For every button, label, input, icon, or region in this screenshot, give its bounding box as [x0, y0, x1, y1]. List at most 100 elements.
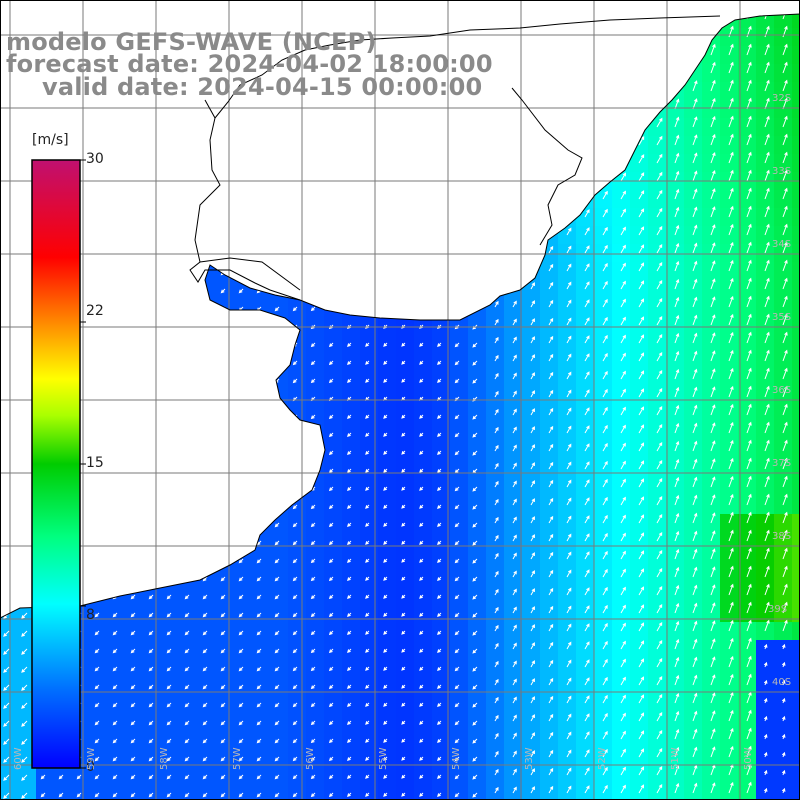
wind-arrow	[437, 198, 442, 203]
wind-arrow	[764, 511, 770, 524]
wind-cell	[504, 244, 523, 263]
wind-arrow	[130, 378, 136, 384]
wind-cell	[594, 262, 613, 281]
wind-cell	[108, 262, 127, 281]
wind-arrow	[220, 468, 226, 474]
wind-cell	[198, 352, 217, 371]
wind-arrow	[728, 169, 734, 182]
wind-cell	[666, 676, 685, 695]
wind-arrow	[401, 450, 406, 455]
wind-cell	[360, 532, 379, 551]
wind-cell	[270, 712, 289, 731]
wind-arrow	[3, 288, 10, 295]
wind-cell	[558, 532, 577, 551]
wind-arrow	[494, 624, 499, 632]
wind-arrow	[148, 756, 154, 762]
wind-cell	[306, 154, 325, 173]
wind-arrow	[548, 281, 554, 290]
wind-cell	[612, 244, 631, 263]
wind-arrow	[746, 511, 752, 524]
wind-cell	[738, 406, 757, 425]
wind-cell	[108, 622, 127, 641]
wind-arrow	[710, 260, 716, 272]
wind-arrow	[437, 702, 442, 707]
wind-arrow	[494, 264, 499, 272]
wind-cell	[576, 748, 595, 767]
wind-arrow	[256, 648, 262, 654]
wind-arrow	[383, 486, 388, 491]
wind-arrow	[148, 198, 154, 204]
wind-cell	[738, 226, 757, 245]
wind-cell	[558, 208, 577, 227]
wind-arrow	[94, 18, 100, 24]
wind-cell	[324, 694, 343, 713]
wind-arrow	[365, 666, 370, 671]
wind-arrow	[638, 81, 645, 92]
river-border	[199, 257, 301, 291]
wind-cell	[270, 748, 289, 767]
wind-cell	[630, 748, 649, 767]
wind-arrow	[184, 792, 190, 798]
wind-arrow	[202, 792, 208, 798]
wind-cell	[378, 766, 397, 785]
wind-arrow	[566, 659, 572, 668]
wind-cell	[162, 550, 181, 569]
wind-cell	[288, 640, 307, 659]
wind-cell	[396, 622, 415, 641]
wind-arrow	[401, 792, 406, 797]
wind-arrow	[494, 426, 499, 434]
wind-cell	[270, 334, 289, 353]
wind-cell	[774, 136, 793, 155]
wind-arrow	[620, 748, 626, 758]
wind-cell	[576, 136, 595, 155]
wind-cell	[594, 100, 613, 119]
wind-cell	[792, 298, 800, 317]
wind-cell	[540, 514, 559, 533]
wind-cell	[450, 118, 469, 137]
wind-arrow	[148, 720, 154, 726]
wind-arrow	[548, 371, 554, 380]
wind-arrow	[401, 576, 406, 581]
wind-arrow	[620, 604, 626, 614]
wind-cell	[108, 730, 127, 749]
wind-cell	[756, 388, 775, 407]
wind-cell	[792, 82, 800, 101]
wind-cell	[324, 568, 343, 587]
wind-arrow	[419, 540, 424, 545]
wind-arrow	[494, 14, 499, 20]
wind-cell	[360, 604, 379, 623]
wind-arrow	[602, 424, 608, 434]
wind-arrow	[764, 349, 770, 362]
wind-arrow	[292, 216, 298, 222]
wind-arrow	[274, 594, 280, 600]
wind-arrow	[238, 756, 244, 762]
wind-cell	[90, 604, 109, 623]
wind-cell	[0, 100, 19, 119]
wind-arrow	[692, 728, 698, 740]
wind-arrow	[40, 792, 46, 798]
wind-arrow	[328, 522, 334, 528]
wind-arrow	[166, 612, 172, 618]
wind-cell	[108, 280, 127, 299]
wind-cell	[378, 280, 397, 299]
wind-cell	[558, 406, 577, 425]
wind-cell	[324, 730, 343, 749]
wind-cell	[288, 190, 307, 209]
wind-cell	[450, 550, 469, 569]
wind-arrow	[656, 621, 663, 632]
wind-arrow	[728, 14, 734, 20]
wind-cell	[18, 100, 37, 119]
wind-cell	[324, 532, 343, 551]
wind-arrow	[347, 576, 352, 581]
wind-arrow	[365, 162, 370, 167]
wind-arrow	[202, 108, 208, 114]
wind-arrow	[602, 586, 608, 596]
wind-arrow	[148, 558, 154, 564]
wind-cell	[648, 82, 667, 101]
wind-arrow	[3, 18, 10, 25]
wind-cell	[162, 352, 181, 371]
wind-cell	[252, 334, 271, 353]
wind-cell	[468, 676, 487, 695]
wind-cell	[306, 694, 325, 713]
wind-cell	[216, 14, 235, 29]
